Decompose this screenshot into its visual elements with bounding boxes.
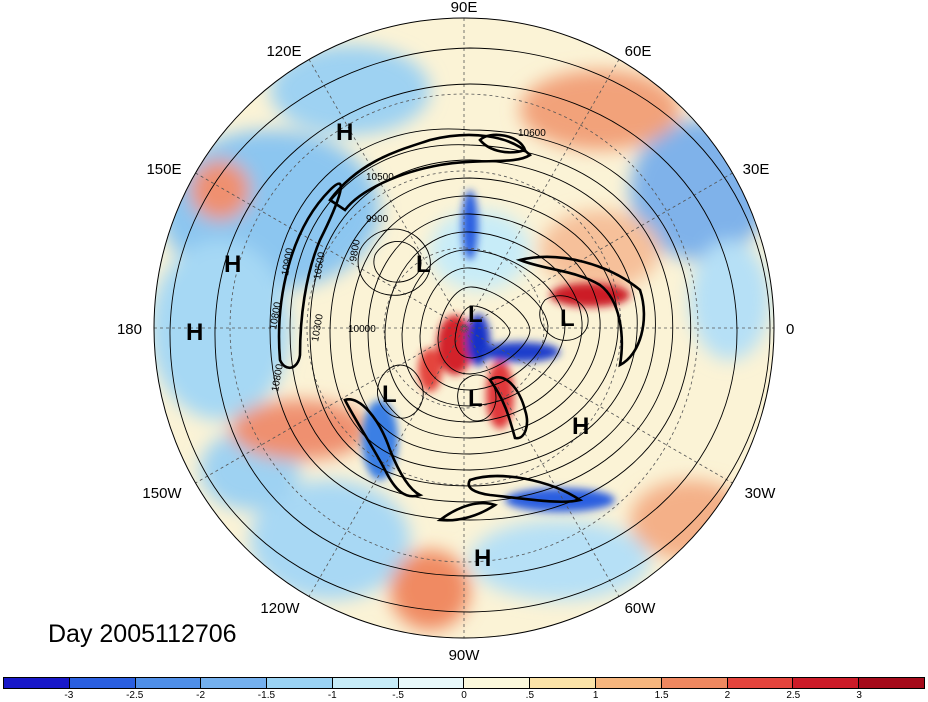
- contour-label: 10500: [312, 251, 328, 281]
- contour-label: 10000: [348, 324, 376, 335]
- lon-label-120w: 120W: [260, 600, 300, 617]
- colorbar-segment: [793, 678, 860, 688]
- contour-label: 10500: [366, 172, 394, 183]
- colorbar-tick-label: 2.5: [786, 690, 801, 701]
- colorbar-segment: [135, 678, 202, 688]
- high-center-label: H: [336, 119, 353, 146]
- colorbar-segment: [661, 678, 728, 688]
- contour-label: 10300: [310, 313, 326, 343]
- colorbar-tick-label: 1.5: [654, 690, 669, 701]
- contour-labels: 10600 10500 9900 9800 10000 10900 10500 …: [268, 128, 546, 393]
- contour-label: 9900: [366, 214, 389, 225]
- colorbar-tick-label: 0: [461, 690, 467, 701]
- colorbar-segment: [4, 678, 70, 688]
- colorbar-tick-label: -1.5: [257, 690, 276, 701]
- longitude-labels: 90E 60E 30E 0 30W 60W 90W 120W 150W 180 …: [117, 0, 794, 664]
- colorbar-tick-label: 3: [856, 690, 862, 701]
- colorbar-tick-label: 2: [724, 690, 731, 701]
- contour-label: 10800: [270, 363, 286, 393]
- colorbar-segment: [727, 678, 794, 688]
- map-boundary: [153, 17, 775, 639]
- graticule: [154, 18, 774, 638]
- colorbar-tick-label: -2.5: [126, 690, 144, 701]
- lon-label-30w: 30W: [745, 485, 777, 502]
- colorbar-segment: [267, 678, 333, 688]
- low-center-label: L: [416, 251, 431, 278]
- colorbar: [3, 677, 925, 689]
- lon-label-150w: 150W: [142, 485, 182, 502]
- colorbar-segment: [464, 678, 531, 688]
- lon-label-150e: 150E: [146, 161, 181, 178]
- low-center-label: L: [382, 381, 397, 408]
- colorbar-segment: [530, 678, 597, 688]
- high-center-label: H: [474, 545, 491, 572]
- colorbar-segment: [398, 678, 465, 688]
- colorbar-tick-label: .5: [525, 690, 535, 701]
- pressure-centers: H H H H H L L L L L: [186, 119, 589, 572]
- colorbar-tick-label: -3: [64, 690, 74, 701]
- colorbar-segment: [859, 678, 924, 688]
- colorbar-tick-label: -1: [327, 690, 337, 701]
- anomaly-field: [154, 18, 774, 638]
- jet-contours: [277, 133, 646, 522]
- colorbar-tick-label: -.5: [392, 690, 404, 701]
- high-center-label: H: [186, 319, 203, 346]
- lon-label-90e: 90E: [451, 0, 478, 16]
- lon-label-120e: 120E: [266, 43, 301, 60]
- low-center-label: L: [468, 385, 483, 412]
- low-center-label: L: [468, 301, 483, 328]
- contour-label: 10600: [518, 128, 546, 139]
- lon-label-60e: 60E: [625, 43, 652, 60]
- low-center-label: L: [560, 305, 575, 332]
- lon-label-180: 180: [117, 321, 142, 338]
- colorbar-tick-label: 1: [592, 690, 599, 701]
- contour-label: 10900: [280, 247, 296, 277]
- high-center-label: H: [224, 251, 241, 278]
- colorbar-segment: [201, 678, 268, 688]
- colorbar-tick-label: -2: [196, 690, 206, 701]
- lon-label-0: 0: [786, 321, 794, 338]
- day-title: Day 2005112706: [48, 620, 237, 648]
- colorbar-segment: [69, 678, 136, 688]
- contour-label: 9800: [348, 238, 363, 262]
- lon-label-90w: 90W: [449, 647, 481, 664]
- contour-label: 10800: [268, 301, 284, 331]
- colorbar-segment: [596, 678, 662, 688]
- colorbar-segment: [332, 678, 399, 688]
- colorbar-ticks: -3 -2.5 -2 -1.5 -1 -.5 0 .5 1 1.5 2 2.5 3: [3, 690, 925, 702]
- lon-label-30e: 30E: [743, 161, 770, 178]
- lon-label-60w: 60W: [625, 600, 657, 617]
- high-center-label: H: [572, 413, 589, 440]
